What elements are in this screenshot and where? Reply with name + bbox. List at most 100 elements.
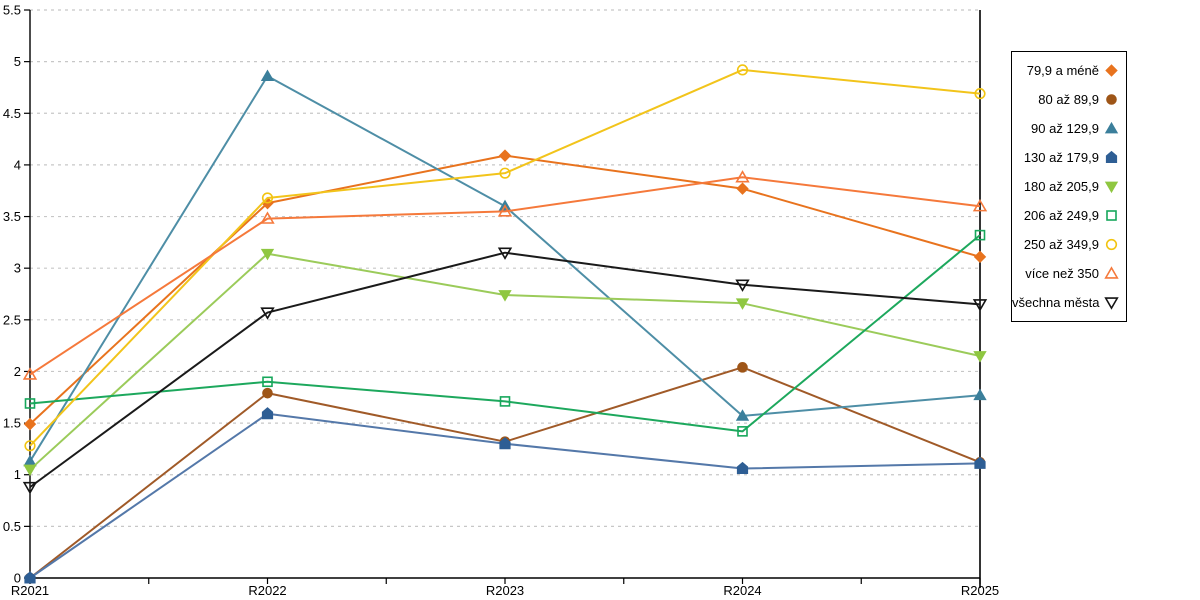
triangle-down-marker [497, 247, 513, 260]
circle-legend-icon [1105, 238, 1118, 251]
square-marker [262, 376, 273, 388]
x-tick-label: R2025 [961, 583, 999, 598]
pentagon-legend-icon [1105, 150, 1118, 163]
series-7 [24, 64, 986, 452]
circle-marker [1105, 238, 1118, 251]
pentagon-marker [24, 571, 36, 584]
triangle-down-legend-icon [1104, 297, 1119, 310]
diamond-marker [973, 250, 987, 264]
series-line [29, 154, 981, 425]
triangle-down-marker [1104, 181, 1119, 194]
circle-marker [736, 64, 749, 76]
legend-label: 130 až 179,9 [1023, 150, 1099, 165]
triangle-up-marker [735, 409, 750, 421]
diamond-marker [498, 149, 512, 162]
triangle-down-marker [260, 248, 275, 261]
series-line [29, 366, 981, 579]
triangle-up-marker [23, 454, 37, 467]
y-tick-label: 4.5 [3, 106, 21, 121]
triangle-up-marker [497, 204, 513, 217]
pentagon-marker [499, 437, 511, 450]
series-2 [24, 362, 986, 584]
triangle-up-marker [972, 199, 988, 212]
triangle-up-legend-icon [1104, 121, 1119, 134]
legend-item: více než 350 [1012, 259, 1126, 288]
triangle-up-marker [735, 170, 750, 183]
series-line [29, 68, 981, 447]
triangle-down-legend-icon [1104, 181, 1119, 194]
circle-marker [261, 192, 274, 204]
legend-item: 90 až 129,9 [1012, 114, 1126, 143]
triangle-down-marker [735, 298, 750, 310]
circle-marker [262, 387, 273, 399]
y-tick-label: 3 [14, 261, 21, 276]
x-tick-label: R2022 [248, 583, 286, 598]
triangle-up-marker [1104, 121, 1119, 134]
y-tick-label: 1 [14, 467, 21, 482]
pentagon-marker [736, 461, 749, 475]
square-marker [24, 398, 36, 409]
triangle-down-marker [260, 307, 275, 320]
circle-marker [737, 362, 748, 373]
y-tick-label: 4 [14, 157, 21, 172]
y-tick-label: 0 [14, 571, 21, 586]
pentagon-marker [1105, 150, 1118, 163]
y-tick-label: 5.5 [3, 3, 21, 18]
y-tick-label: 0.5 [3, 519, 21, 534]
y-tick-label: 5 [14, 54, 21, 69]
x-tick-label: R2023 [486, 583, 524, 598]
triangle-down-marker [973, 351, 987, 363]
triangle-down-marker [735, 279, 750, 292]
square-marker [499, 396, 511, 407]
legend-label: 250 až 349,9 [1023, 237, 1099, 252]
square-legend-icon [1106, 210, 1117, 221]
triangle-up-marker [1104, 266, 1119, 279]
legend-label: 90 až 129,9 [1031, 121, 1099, 136]
series-9 [22, 247, 988, 495]
circle-marker [1106, 94, 1117, 105]
triangle-down-marker [23, 464, 37, 477]
circle-marker [499, 167, 511, 179]
series-4 [24, 407, 986, 584]
legend-label: více než 350 [1025, 266, 1099, 281]
legend-label: 80 až 89,9 [1038, 92, 1099, 107]
legend-label: všechna města [1012, 295, 1100, 310]
triangle-down-marker [1104, 297, 1119, 310]
square-marker [1106, 210, 1117, 221]
series-line [29, 176, 981, 376]
series-5 [23, 248, 987, 477]
pentagon-marker [974, 456, 986, 469]
y-tick-label: 1.5 [3, 416, 21, 431]
series-line [29, 234, 981, 433]
legend-item: 130 až 179,9 [1012, 143, 1126, 172]
series-8 [22, 170, 988, 380]
square-marker [737, 426, 748, 437]
series-1 [23, 149, 987, 431]
legend-item: 80 až 89,9 [1012, 85, 1126, 114]
triangle-down-marker [498, 290, 512, 302]
legend-label: 206 až 249,9 [1023, 208, 1099, 223]
legend-item: všechna města [1012, 288, 1126, 317]
diamond-marker [1105, 64, 1118, 77]
triangle-down-marker [972, 299, 988, 312]
y-tick-label: 2.5 [3, 312, 21, 327]
legend-label: 180 až 205,9 [1023, 179, 1099, 194]
x-tick-label: R2024 [723, 583, 761, 598]
triangle-up-marker [973, 388, 987, 401]
circle-marker [24, 440, 36, 452]
triangle-up-marker [260, 211, 275, 224]
circle-legend-icon [1106, 94, 1117, 105]
triangle-down-marker [22, 481, 38, 495]
series-6 [24, 229, 986, 437]
circle-marker [974, 88, 986, 100]
x-tick-label: R2021 [11, 583, 49, 598]
legend-item: 180 až 205,9 [1012, 172, 1126, 201]
series-line [29, 251, 981, 488]
diamond-legend-icon [1105, 64, 1118, 77]
triangle-up-marker [22, 367, 38, 380]
triangle-up-marker [260, 69, 275, 81]
legend-item: 206 až 249,9 [1012, 201, 1126, 230]
diamond-marker [736, 182, 749, 195]
legend-label: 79,9 a méně [1026, 63, 1099, 78]
